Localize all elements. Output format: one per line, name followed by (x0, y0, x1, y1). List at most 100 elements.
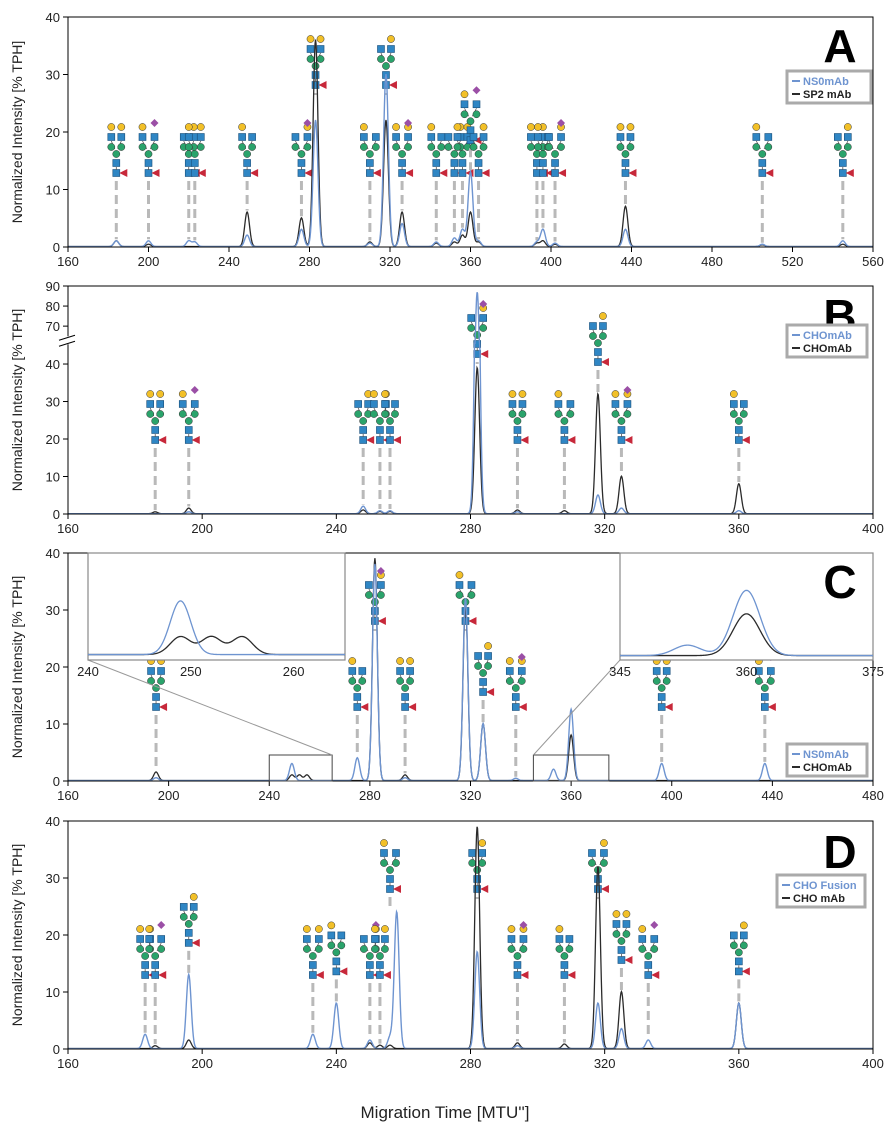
y-tick-label-c-1: 0 (53, 774, 60, 789)
glycan-a-5 (238, 123, 259, 177)
glycan-d-12 (588, 839, 609, 893)
glycan-a-11 (427, 123, 448, 177)
glycan-structures-a (107, 35, 854, 243)
y-axis-label-b: Normalized Intensity [% TPH] (9, 309, 25, 492)
x-tick-label-a-3: 240 (218, 254, 240, 269)
axis-break-slash-2 (58, 340, 76, 347)
x-tick-label-a-5: 320 (379, 254, 401, 269)
glycan-d-1 (136, 925, 157, 979)
x-tick-label-c-7: 400 (661, 788, 683, 803)
glycan-c-14 (754, 653, 776, 711)
legend-entry-b-1: CHOmAb (803, 330, 852, 342)
glycan-d-5 (327, 921, 348, 976)
glycan-a-18 (545, 119, 567, 177)
glycan-b-11 (729, 390, 750, 444)
x-tick-label-d-6: 360 (728, 1056, 750, 1071)
x-tick-label-d-1: 160 (57, 1056, 79, 1071)
x-tick-label-d-5: 320 (594, 1056, 616, 1071)
x-tick-label-b-4: 280 (460, 521, 482, 536)
x-tick-label-d-3: 240 (325, 1056, 347, 1071)
glycan-b-8 (554, 390, 576, 444)
y-tick-label-a-1: 0 (53, 240, 60, 255)
y-tick-label-b-4: 30 (46, 395, 60, 410)
y-tick-label-b-2: 10 (46, 470, 60, 485)
y-axis-label-c: Normalized Intensity [% TPH] (9, 576, 25, 759)
glycan-structures-c (147, 567, 776, 777)
axis-break-gap (60, 336, 76, 345)
x-tick-label-a-1: 160 (57, 254, 79, 269)
glycan-structures-b (146, 300, 750, 511)
y-tick-label-b-6: 70 (46, 319, 60, 334)
y-tick-label-d-1: 0 (53, 1042, 60, 1057)
inset-right-c: 345 360 375 (609, 552, 884, 679)
inset-tick-label-1-3: 260 (283, 664, 305, 679)
panel-letter-d: D (823, 826, 856, 878)
x-tick-label-c-1: 160 (57, 788, 79, 803)
glycan-a-10 (392, 119, 414, 177)
legend-entry-d-1: CHO Fusion (793, 880, 857, 892)
glycan-a-20 (752, 123, 774, 177)
axis-break-slash-1 (58, 334, 76, 341)
inset-frame-1 (87, 552, 346, 661)
y-tick-label-b-1: 0 (53, 507, 60, 522)
legend-b: CHOmAb CHOmAb (785, 323, 869, 359)
glycan-b-3 (354, 390, 375, 444)
y-tick-label-d-4: 30 (46, 871, 60, 886)
x-tick-label-a-8: 440 (621, 254, 643, 269)
glycan-a-15 (469, 123, 490, 177)
x-tick-label-d-7: 400 (862, 1056, 884, 1071)
glycan-a-19 (616, 123, 637, 177)
y-tick-label-b-5: 40 (46, 357, 60, 372)
inset-tick-label-1-1: 240 (77, 664, 99, 679)
legend-d: CHO Fusion CHO mAb (775, 873, 867, 909)
x-tick-label-b-3: 240 (325, 521, 347, 536)
x-tick-label-c-9: 480 (862, 788, 884, 803)
inset-line-1-1 (88, 600, 345, 656)
glycan-a-1 (107, 123, 128, 177)
legend-entry-c-2: CHOmAb (803, 762, 852, 774)
glycan-d-7 (371, 925, 391, 979)
x-tick-label-b-2: 200 (191, 521, 213, 536)
x-tick-label-a-4: 280 (299, 254, 321, 269)
x-axis-label: Migration Time [MTU''] (361, 1103, 530, 1122)
legend-entry-a-1: NS0mAb (803, 76, 849, 88)
legend-entry-c-1: NS0mAb (803, 749, 849, 761)
y-tick-label-b-3: 20 (46, 432, 60, 447)
inset-line-2-1 (620, 589, 873, 657)
inset-tick-label-2-1: 345 (609, 664, 631, 679)
glycan-d-8 (380, 839, 401, 893)
x-tick-label-c-4: 280 (359, 788, 381, 803)
x-tick-label-c-2: 200 (158, 788, 180, 803)
y-tick-label-d-3: 20 (46, 928, 60, 943)
glycan-c-13 (652, 657, 673, 711)
legend-entry-b-2: CHOmAb (803, 343, 852, 355)
inset-tick-label-2-3: 375 (862, 664, 884, 679)
glycan-d-2 (145, 921, 167, 979)
glycan-c-7 (396, 657, 417, 711)
y-tick-label-a-3: 20 (46, 125, 60, 140)
panel-letter-c: C (823, 556, 856, 608)
glycan-d-4 (303, 925, 324, 979)
inset-left-c: 240 250 260 (77, 552, 346, 679)
glycan-a-8 (360, 123, 381, 177)
x-tick-label-a-6: 360 (460, 254, 482, 269)
x-tick-label-c-8: 440 (762, 788, 784, 803)
y-tick-label-a-2: 10 (46, 183, 60, 198)
x-tick-label-d-2: 200 (191, 1056, 213, 1071)
glycan-d-10 (507, 921, 529, 979)
y-tick-label-a-4: 30 (46, 68, 60, 83)
x-tick-label-c-3: 240 (258, 788, 280, 803)
inset-tick-label-1-2: 250 (180, 664, 202, 679)
axis-break-b (58, 334, 76, 347)
glycan-a-6 (291, 119, 313, 177)
glycan-b-4 (370, 390, 391, 444)
y-tick-label-c-2: 10 (46, 717, 60, 732)
legend-c: NS0mAb CHOmAb (785, 742, 869, 778)
y-tick-label-b-7: 80 (46, 299, 60, 314)
inset-frame-2 (619, 552, 874, 661)
glycan-d-15 (729, 921, 750, 976)
glycan-b-1 (146, 390, 167, 444)
x-tick-label-d-4: 280 (460, 1056, 482, 1071)
legend-entry-d-2: CHO mAb (793, 893, 845, 905)
